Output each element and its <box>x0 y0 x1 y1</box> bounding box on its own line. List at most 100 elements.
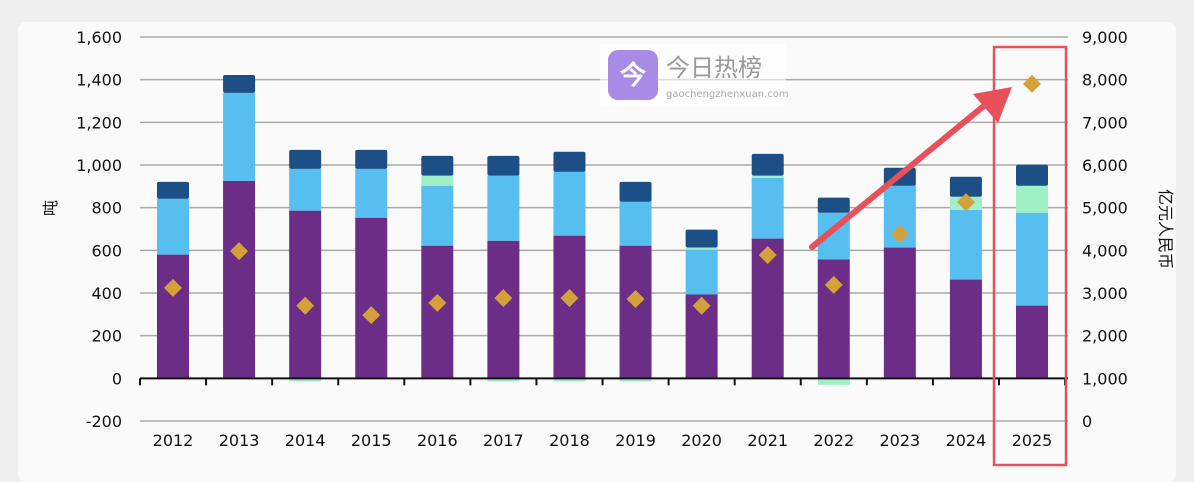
bar-segment-2 <box>1016 212 1048 306</box>
bar-segment-4 <box>751 153 784 176</box>
bar-segment-4 <box>817 197 850 213</box>
y-tick-label: 1,600 <box>76 28 122 47</box>
diamond-marker <box>824 275 843 294</box>
bar-segment-4 <box>355 149 388 169</box>
y-right-tick-label: 9,000 <box>1082 28 1128 47</box>
watermark-logo-glyph: 今 <box>620 60 646 91</box>
bar-segment-4 <box>223 74 256 93</box>
y-axis-label: 吨 <box>41 200 60 216</box>
diamond-marker <box>758 246 777 265</box>
bar-segment-2 <box>751 177 784 239</box>
bar-segment-3 <box>487 378 520 382</box>
diamond-marker <box>428 293 447 312</box>
y-right-axis-label: 亿元人民币 <box>1156 189 1175 269</box>
x-tick-label: 2022 <box>813 431 854 450</box>
x-tick-label: 2013 <box>219 431 260 450</box>
x-tick-label: 2021 <box>747 431 788 450</box>
diamond-marker <box>890 225 909 244</box>
bar-segment-2 <box>421 185 454 246</box>
bar-segment-2 <box>487 175 520 241</box>
highlight-box <box>992 45 1068 467</box>
x-tick-label: 2025 <box>1012 431 1053 450</box>
bar-segment-1 <box>223 180 256 379</box>
diamond-marker <box>692 296 711 315</box>
x-tick-label: 2018 <box>549 431 590 450</box>
bar-segment-4 <box>487 155 520 176</box>
bar-segment-3 <box>685 247 718 250</box>
bar-segment-2 <box>685 249 718 295</box>
bar-segment-3 <box>1016 185 1048 213</box>
y-tick-label: 600 <box>91 241 122 260</box>
bar-segment-4 <box>289 149 322 169</box>
bar-segment-3 <box>289 378 322 382</box>
watermark: 今今日热榜 gaochengzhenxuan.com <box>600 44 789 106</box>
diamond-marker <box>164 278 182 297</box>
x-tick-label: 2020 <box>681 431 722 450</box>
bar-segment-4 <box>619 181 652 202</box>
bar-segment-1 <box>1016 305 1048 379</box>
bar-segment-1 <box>619 245 652 379</box>
bar-segment-1 <box>355 217 388 379</box>
y-tick-label: 200 <box>91 327 122 346</box>
bar-segment-2 <box>355 168 388 218</box>
bar-segment-3 <box>421 175 454 186</box>
x-tick-label: 2017 <box>483 431 524 450</box>
y-right-tick-label: 8,000 <box>1082 71 1128 90</box>
bar-segment-1 <box>949 279 982 379</box>
y-tick-label: 0 <box>112 369 122 388</box>
y-tick-label: 1,200 <box>76 113 122 132</box>
diamond-marker <box>956 193 975 212</box>
bar-segment-2 <box>949 209 982 280</box>
bar-segment-3 <box>751 175 784 178</box>
diamond-marker <box>1023 74 1041 93</box>
y-right-tick-label: 7,000 <box>1082 113 1128 132</box>
y-tick-label: 1,400 <box>76 71 122 90</box>
y-right-tick-label: 4,000 <box>1082 241 1128 260</box>
y-tick-label: 1,000 <box>76 156 122 175</box>
bar-segment-2 <box>157 198 189 255</box>
bar-segment-1 <box>421 245 454 379</box>
bar-segment-4 <box>1016 164 1048 186</box>
x-tick-label: 2015 <box>351 431 392 450</box>
diamond-marker <box>626 289 645 308</box>
bar-segment-4 <box>553 151 586 172</box>
y-right-tick-label: 5,000 <box>1082 199 1128 218</box>
bar-segment-4 <box>421 155 454 176</box>
bar-segment-2 <box>553 171 586 236</box>
annotation-arrow-shaft <box>809 102 988 250</box>
bar-segment-1 <box>487 240 520 379</box>
bar-segment-3 <box>553 378 586 382</box>
bar-segment-3 <box>619 378 652 382</box>
bar-segment-1 <box>883 247 916 379</box>
x-tick-label: 2024 <box>946 431 987 450</box>
x-tick-label: 2023 <box>879 431 920 450</box>
y-tick-label: 800 <box>91 199 122 218</box>
diamond-marker <box>560 289 579 308</box>
bar-segment-2 <box>289 168 322 211</box>
diamond-marker <box>494 289 513 308</box>
y-right-tick-label: 0 <box>1082 412 1092 431</box>
bar-segment-4 <box>157 181 189 199</box>
x-tick-label: 2012 <box>153 431 194 450</box>
x-tick-label: 2014 <box>285 431 326 450</box>
bar-segment-1 <box>289 210 322 379</box>
y-right-tick-label: 3,000 <box>1082 284 1128 303</box>
bar-segment-2 <box>223 92 256 181</box>
diamond-marker <box>230 242 249 261</box>
bar-segment-3 <box>817 378 850 385</box>
diamond-marker <box>362 306 381 325</box>
bar-segment-4 <box>949 176 982 197</box>
y-tick-label: 400 <box>91 284 122 303</box>
y-right-tick-label: 6,000 <box>1082 156 1128 175</box>
annotation-arrow-head <box>973 87 1012 123</box>
bar-segment-1 <box>157 254 189 379</box>
watermark-logo-icon <box>608 50 658 100</box>
watermark-text: 今日热榜 <box>666 54 762 82</box>
bar-segment-2 <box>619 201 652 246</box>
y-right-tick-label: 2,000 <box>1082 327 1128 346</box>
watermark-url: gaochengzhenxuan.com <box>666 89 789 100</box>
y-tick-label: -200 <box>86 412 122 431</box>
x-tick-label: 2016 <box>417 431 458 450</box>
bar-segment-4 <box>685 229 718 248</box>
